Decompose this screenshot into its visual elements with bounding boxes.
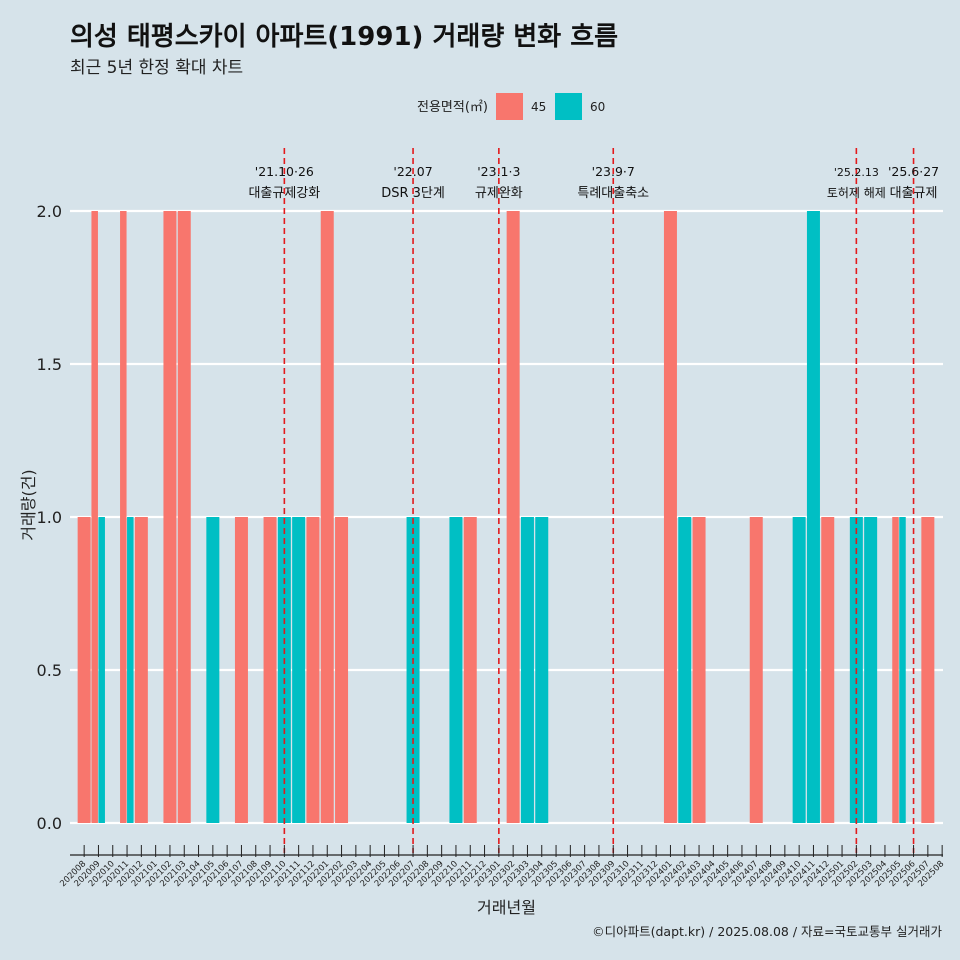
bar-45-202112: [306, 517, 320, 823]
bar-45-202302: [506, 211, 520, 823]
legend-label-60: 60: [590, 100, 605, 114]
bar-60-202402: [678, 517, 692, 823]
bar-60-202105: [206, 517, 220, 823]
event-date-label: '23.1·3: [477, 164, 520, 179]
legend-title: 전용면적(㎡): [417, 100, 488, 115]
y-tick-label: 2.0: [37, 202, 62, 221]
legend-swatch-45: [496, 93, 523, 120]
bar-60-202011: [127, 517, 134, 823]
event-date-label: '21.10·26: [255, 164, 314, 179]
bar-60-202111: [292, 517, 306, 823]
legend-swatch-60: [555, 93, 582, 120]
event-markers: '21.10·26 대출규제강화 '22.07 DSR 3단계 '23.1·3 규제완화 '…: [248, 148, 939, 853]
bar-45-202507: [921, 517, 935, 823]
event-desc-label: 토허제 해제: [827, 186, 886, 200]
bar-45-202412: [821, 517, 835, 823]
bar-45-202008: [77, 517, 91, 823]
bar-60-202503: [864, 517, 878, 823]
chart-subtitle: 최근 5년 한정 확대 차트: [70, 58, 244, 78]
bar-45-202403: [692, 517, 706, 823]
event-date-label: '25.6·27: [888, 164, 939, 179]
legend-label-45: 45: [531, 100, 546, 114]
bar-45-202407: [749, 517, 763, 823]
bar-45-202202: [335, 517, 349, 823]
bar-45-202012: [134, 517, 148, 823]
event-date-label: '25.2.13: [834, 166, 879, 179]
legend: 전용면적(㎡) 45 60: [417, 93, 605, 120]
bar-45-202011: [120, 211, 127, 823]
event-desc-label: 특례대출축소: [577, 186, 649, 201]
bar-45-202103: [177, 211, 191, 823]
y-tick-label: 0.5: [37, 661, 62, 680]
event-desc-label: DSR 3단계: [381, 186, 445, 201]
event-date-label: '22.07: [393, 164, 432, 179]
y-tick-label: 0.0: [37, 814, 62, 833]
event-desc-label: 대출규제강화: [248, 186, 320, 201]
bar-60-202505: [899, 517, 906, 823]
bar-45-202107: [234, 517, 248, 823]
y-tick-label: 1.0: [37, 508, 62, 527]
bar-45-202505: [892, 517, 899, 823]
chart-title: 의성 태평스카이 아파트(1991) 거래량 변화 흐름: [70, 22, 619, 52]
bar-60-202210: [449, 517, 463, 823]
x-axis-title: 거래년월: [477, 898, 536, 917]
y-tick-label: 1.5: [37, 355, 62, 374]
bar-60-202303: [520, 517, 534, 823]
source-caption: ©디아파트(dapt.kr) / 2025.08.08 / 자료=국토교통부 실…: [592, 924, 942, 939]
y-axis-title: 거래량(건): [19, 469, 38, 540]
bar-60-202410: [792, 517, 806, 823]
event-date-label: '23.9·7: [592, 164, 635, 179]
bar-45-202009: [91, 211, 98, 823]
bar-45-202102: [163, 211, 177, 823]
bar-45-202401: [663, 211, 677, 823]
bar-45-202201: [320, 211, 334, 823]
event-desc-label: 대출규제: [890, 186, 938, 201]
bar-60-202411: [806, 211, 820, 823]
bar-60-202304: [535, 517, 549, 823]
event-desc-label: 규제완화: [475, 186, 523, 201]
bar-60-202009: [98, 517, 105, 823]
bar-45-202211: [463, 517, 477, 823]
bar-45-202109: [263, 517, 277, 823]
